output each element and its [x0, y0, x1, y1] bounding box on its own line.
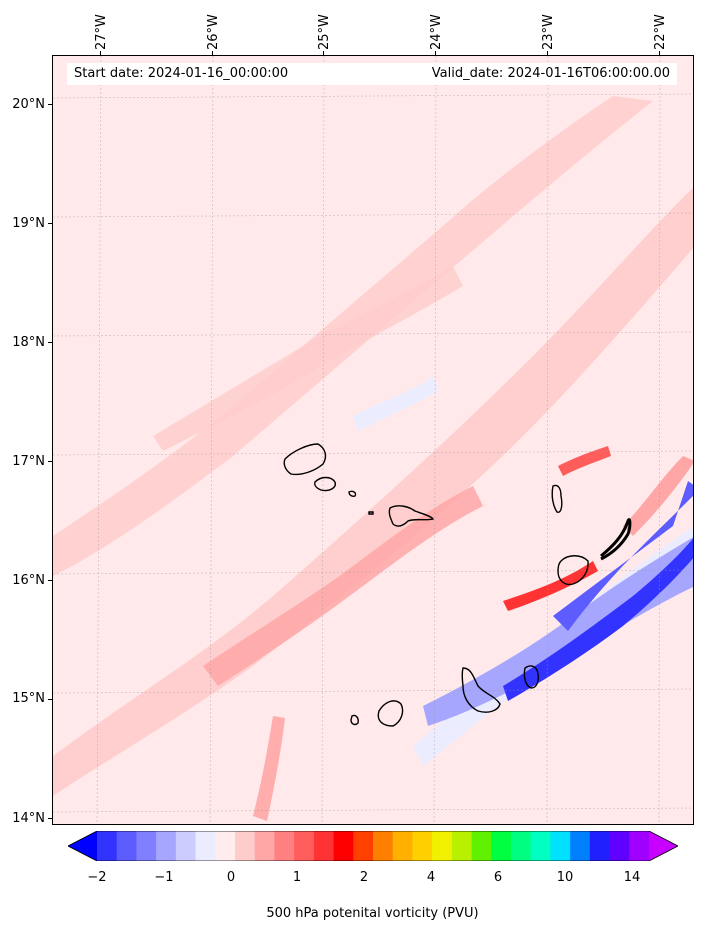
- colorbar-extend-high: [649, 831, 678, 861]
- colorbar-segment: [511, 831, 532, 861]
- date-info-bar: Start date: 2024-01-16_00:00:00 Valid_da…: [67, 63, 677, 85]
- colorbar-segment: [392, 831, 413, 861]
- light-red-band: [53, 187, 693, 796]
- lon-tick: [547, 51, 548, 55]
- lon-label-27w: 27°W: [94, 14, 109, 50]
- lon-label-26w: 26°W: [206, 14, 221, 50]
- island-sao-nicolau: [388, 505, 435, 527]
- lon-label-25w: 25°W: [317, 14, 332, 50]
- colorbar-segment: [175, 831, 197, 861]
- colorbar-segment: [530, 831, 551, 861]
- colorbar-segment: [589, 831, 611, 861]
- blue-streak-north: [553, 481, 693, 631]
- colorbar-segment: [373, 831, 394, 861]
- lat-tick: [48, 699, 52, 700]
- colorbar-segment: [550, 831, 571, 861]
- colorbar-tick-neg2: −2: [87, 870, 107, 885]
- colorbar-segment: [491, 831, 512, 861]
- vorticity-map: [53, 56, 693, 824]
- colorbar-segment: [254, 831, 275, 861]
- island-santiago: [461, 667, 501, 713]
- lat-label-14n: 14°N: [12, 811, 45, 826]
- colorbar-tick-2: 2: [359, 870, 369, 885]
- colorbar-segment: [451, 831, 473, 861]
- colorbar-tick-6: 6: [493, 870, 503, 885]
- island-small: [368, 511, 374, 515]
- colorbar-segment: [333, 831, 354, 861]
- colorbar-segment: [274, 831, 295, 861]
- lat-tick: [48, 818, 52, 819]
- lon-label-23w: 23°W: [541, 14, 556, 50]
- colorbar-segment: [294, 831, 315, 861]
- colorbar-tick-0: 0: [226, 870, 236, 885]
- lat-label-18n: 18°N: [12, 335, 45, 350]
- lon-tick: [212, 51, 213, 55]
- colorbar-segment: [471, 831, 492, 861]
- light-red-band-3: [153, 266, 463, 451]
- lon-tick: [659, 51, 660, 55]
- colorbar-tick-14: 14: [623, 870, 641, 885]
- lat-tick: [48, 461, 52, 462]
- colorbar-extend-low: [68, 831, 97, 861]
- lat-label-16n: 16°N: [12, 573, 45, 588]
- island-boa-vista: [557, 555, 589, 586]
- island-maio: [523, 665, 539, 689]
- island-elongated-feature: [600, 518, 632, 561]
- colorbar-segment: [97, 831, 118, 861]
- colorbar-segment: [156, 831, 177, 861]
- lat-label-20n: 20°N: [12, 97, 45, 112]
- start-date-label: Start date: 2024-01-16_00:00:00: [74, 66, 289, 81]
- colorbar-title: 500 hPa potenital vorticity (PVU): [266, 906, 479, 921]
- colorbar-segment: [235, 831, 256, 861]
- light-blue-patch: [353, 376, 438, 431]
- blue-band-outer: [423, 537, 693, 726]
- island-fogo: [377, 700, 404, 727]
- colorbar-segment: [629, 831, 650, 861]
- colorbar-segment: [136, 831, 157, 861]
- lat-label-15n: 15°N: [12, 691, 45, 706]
- colorbar: [68, 831, 678, 861]
- lat-tick: [48, 223, 52, 224]
- island-santo-antao: [283, 443, 327, 476]
- lat-tick: [48, 342, 52, 343]
- colorbar-tick-1: 1: [292, 870, 302, 885]
- colorbar-segment: [432, 831, 453, 861]
- gridlines: [53, 56, 693, 824]
- island-coastlines: [283, 443, 632, 727]
- colorbar-segment: [570, 831, 591, 861]
- lon-tick: [323, 51, 324, 55]
- colorbar-segment: [116, 831, 137, 861]
- map-panel: [52, 55, 694, 825]
- island-brava: [350, 714, 359, 726]
- lon-tick: [100, 51, 101, 55]
- red-streak-core: [503, 561, 598, 611]
- lon-tick: [435, 51, 436, 55]
- colorbar-tick-neg1: −1: [154, 870, 174, 885]
- lat-label-19n: 19°N: [12, 216, 45, 231]
- vorticity-contours: [53, 96, 693, 821]
- lat-label-17n: 17°N: [12, 454, 45, 469]
- colorbar-segment: [353, 831, 374, 861]
- red-streak-north: [558, 446, 611, 476]
- colorbar-tick-4: 4: [426, 870, 436, 885]
- island-santa-luzia: [348, 490, 357, 497]
- lat-tick: [48, 104, 52, 105]
- colorbar-segment: [412, 831, 433, 861]
- blue-band-inner: [503, 538, 693, 701]
- colorbar-segment: [609, 831, 630, 861]
- medium-red-band: [203, 486, 483, 686]
- island-sao-vicente: [314, 476, 336, 492]
- valid-date-label: Valid_date: 2024-01-16T06:00:00.00: [431, 66, 670, 81]
- red-patch-east: [623, 456, 693, 536]
- lat-tick: [48, 580, 52, 581]
- colorbar-segment: [195, 831, 216, 861]
- colorbar-segment: [215, 831, 236, 861]
- island-sal: [551, 484, 563, 513]
- medium-red-streak: [253, 716, 285, 821]
- colorbar-tick-10: 10: [556, 870, 574, 885]
- colorbar-segment: [313, 831, 335, 861]
- lon-label-22w: 22°W: [653, 14, 668, 50]
- lon-label-24w: 24°W: [429, 14, 444, 50]
